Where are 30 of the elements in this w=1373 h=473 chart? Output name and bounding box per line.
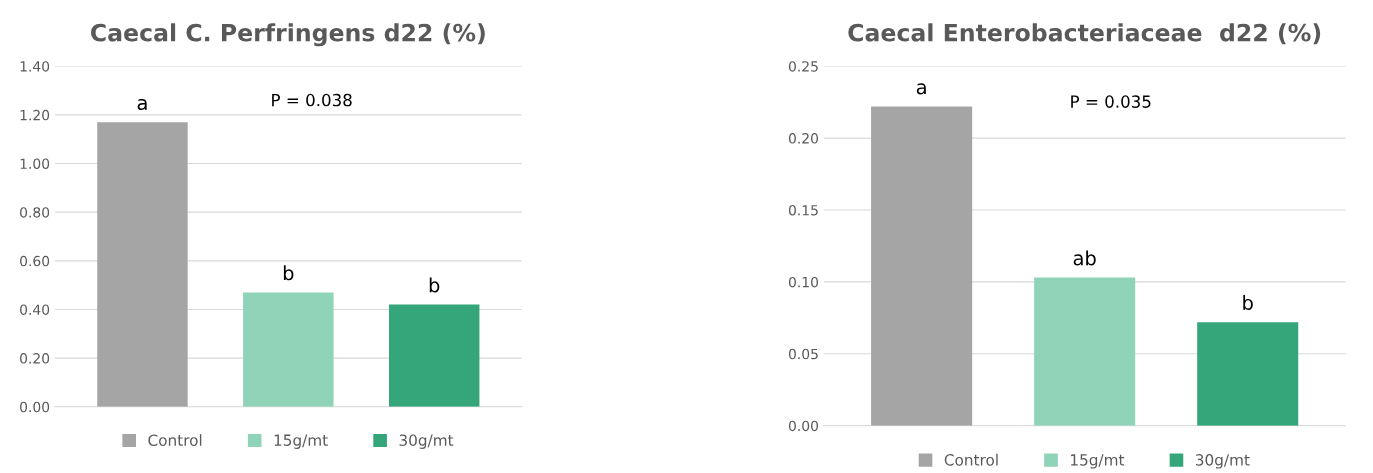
y-tick-label: 0.05: [788, 348, 818, 360]
data-label: b: [1243, 295, 1253, 311]
y-tick-label: 1.20: [20, 109, 50, 121]
y-tick-label: 0.60: [20, 255, 50, 267]
legend-label: 30g/mt: [399, 434, 454, 449]
y-tick-label: 1.00: [20, 158, 50, 169]
chart-title: Caecal C. Perfringens d22 (%): [90, 23, 485, 47]
y-tick-label: 0.00: [788, 420, 819, 432]
chart-title: Caecal Enterobacteriaceae d22 (%): [848, 23, 1321, 45]
legend-label: 15g/mt: [1071, 454, 1125, 469]
annotation: P = 0.038: [272, 93, 352, 107]
y-tick-label: 0.00: [20, 401, 50, 413]
data-label: b: [283, 265, 294, 281]
y-tick-label: 0.15: [788, 204, 818, 216]
legend-label: 30g/mt: [1195, 454, 1250, 469]
legend-label: 15g/mt: [274, 434, 328, 449]
y-tick-label: 0.20: [20, 353, 50, 364]
data-label: b: [429, 277, 440, 293]
data-label: a: [137, 98, 147, 111]
y-tick-label: 0.10: [788, 276, 819, 288]
y-tick-label: 0.20: [788, 133, 819, 144]
y-tick-label: 0.40: [20, 304, 50, 315]
y-tick-label: 0.80: [20, 207, 50, 218]
data-label: a: [916, 83, 926, 95]
legend-label: Control: [944, 453, 998, 466]
data-label: ab: [1073, 250, 1096, 266]
y-tick-label: 0.25: [788, 61, 818, 72]
annotation: P = 0.035: [1071, 95, 1151, 108]
legend-label: Control: [148, 434, 202, 446]
y-tick-label: 1.40: [20, 61, 50, 72]
